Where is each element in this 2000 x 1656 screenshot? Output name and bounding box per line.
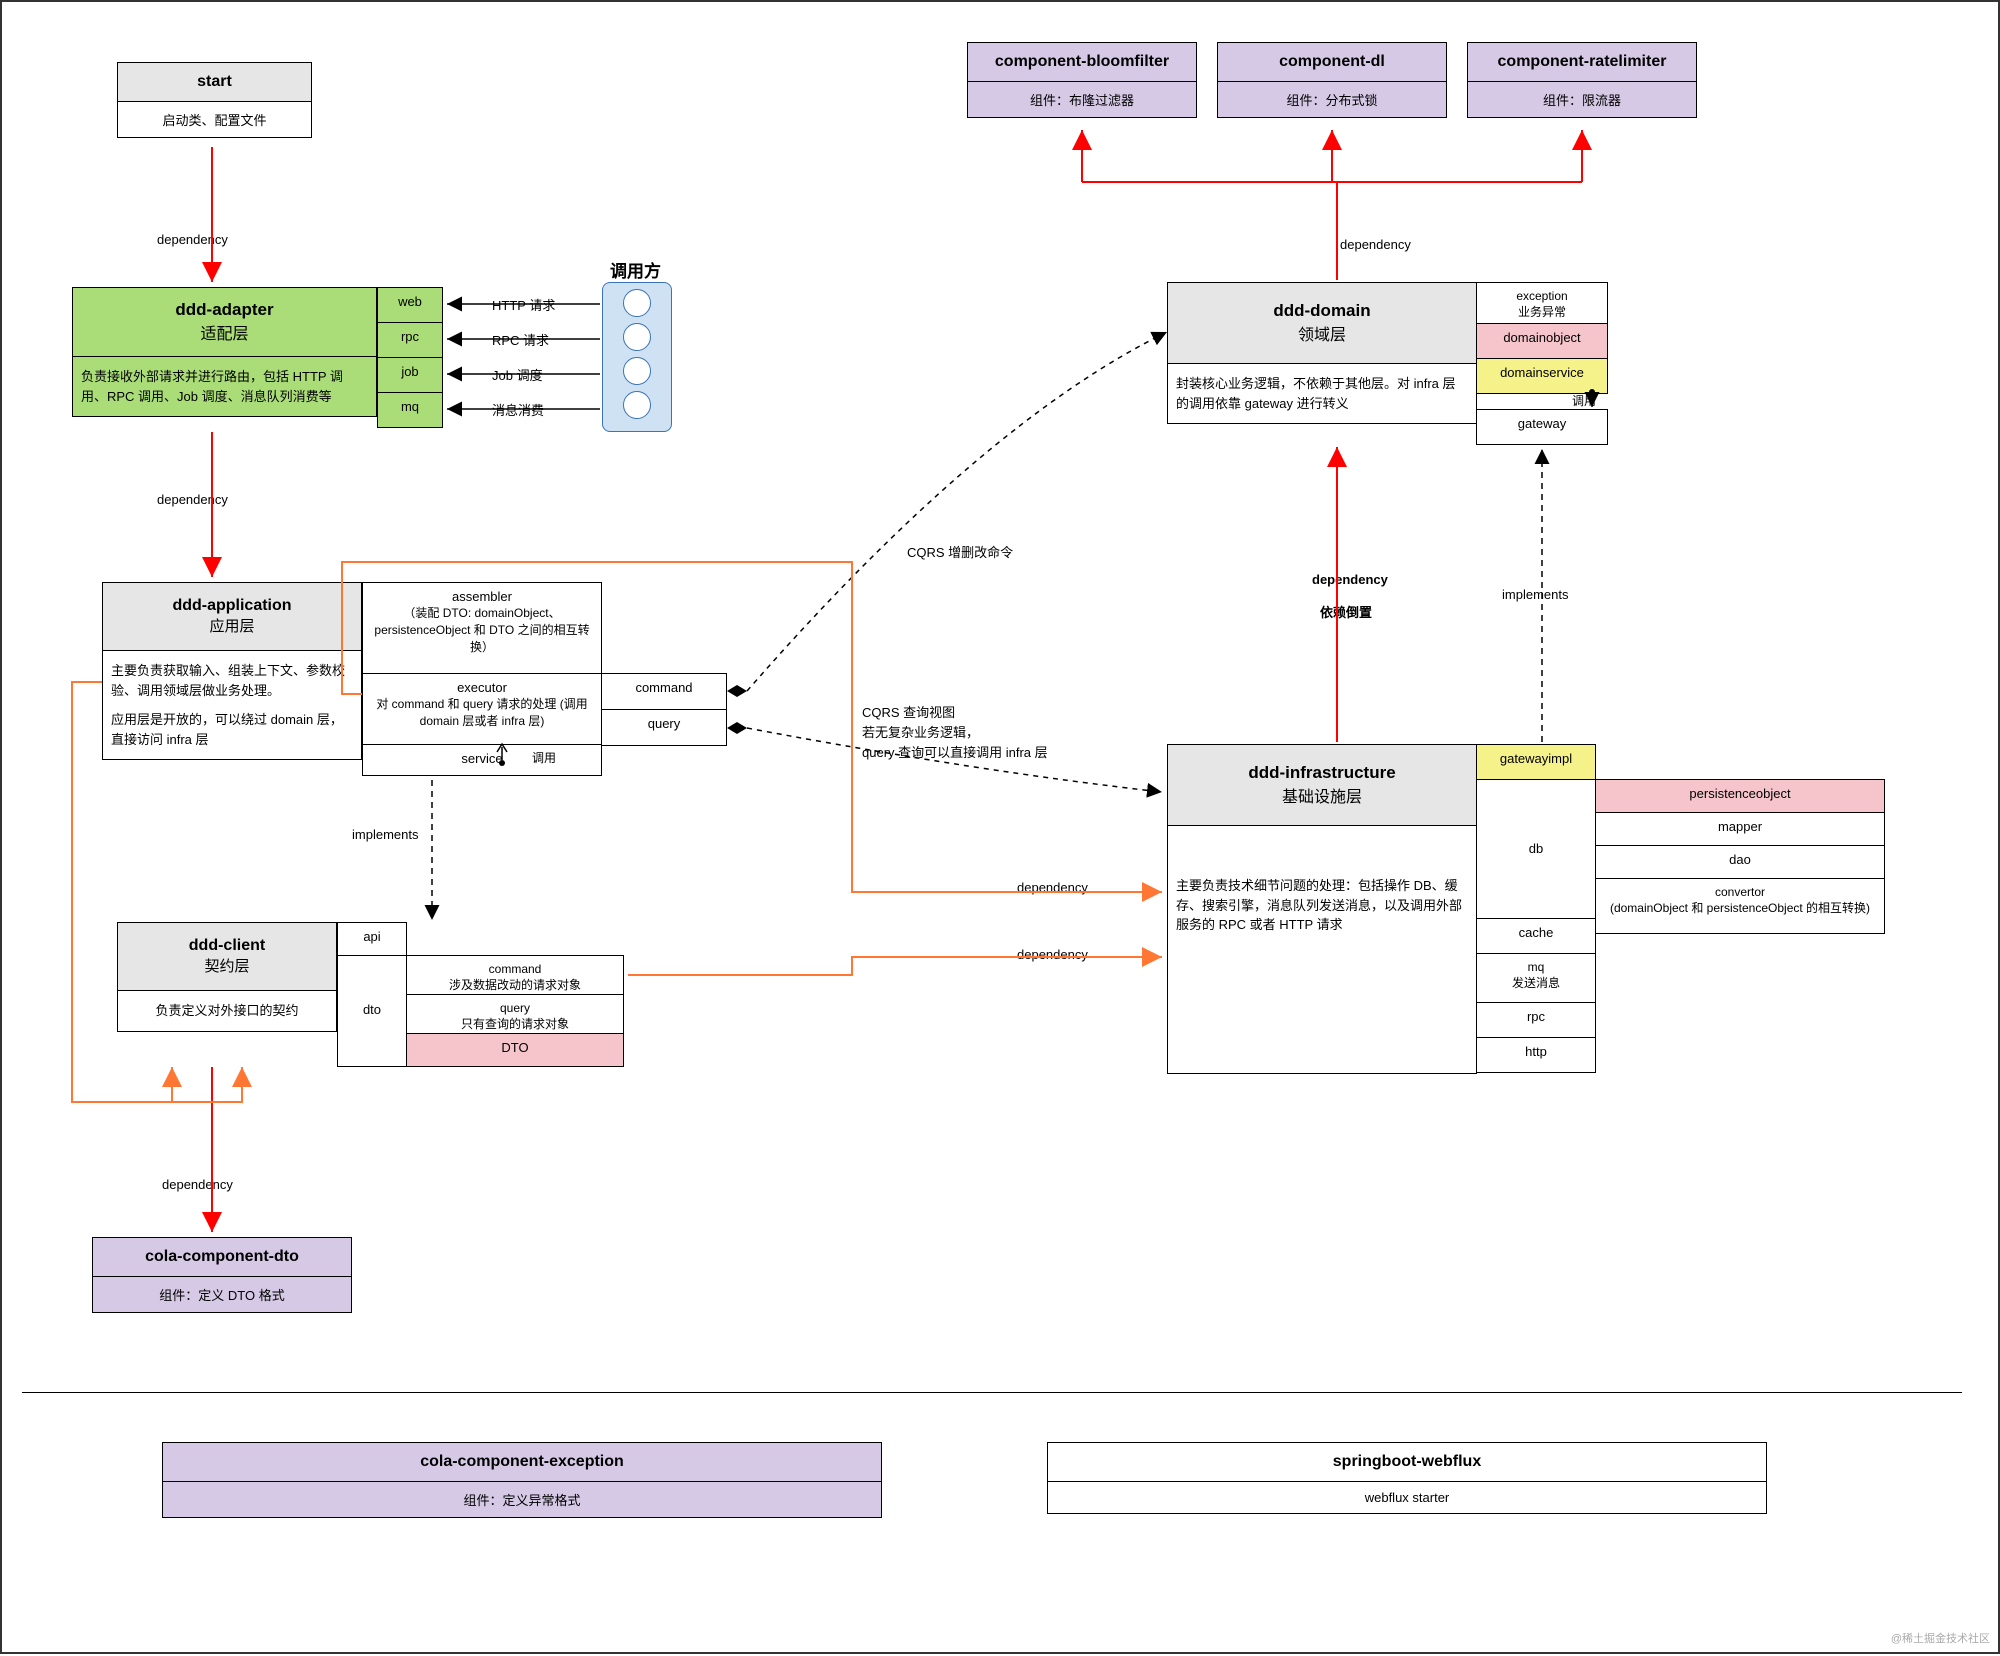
lbl-impl-1: implements [352, 827, 418, 842]
cola-dto-desc: 组件：定义 DTO 格式 [93, 1277, 351, 1312]
lbl-dep-1: dependency [157, 232, 228, 247]
application-command: command [601, 673, 727, 710]
infra-dao: dao [1595, 845, 1885, 879]
caller-box [602, 282, 672, 432]
adapter-mq-req: 消息消费 [492, 400, 544, 419]
infra-subtitle: 基础设施层 [1174, 783, 1470, 807]
adapter-title: ddd-adapter [79, 300, 370, 320]
client-desc: 负责定义对外接口的契约 [118, 991, 336, 1031]
domain-desc: 封装核心业务逻辑，不依赖于其他层。对 infra 层的调用依靠 gateway … [1168, 364, 1476, 423]
infra-persistenceobject: persistenceobject [1595, 779, 1885, 813]
domain-domainservice: domainservice [1476, 358, 1608, 394]
lbl-dep-inv-2: 依赖倒置 [1320, 602, 1372, 621]
lbl-cqrs-cmd: CQRS 增删改命令 [907, 542, 1013, 561]
adapter-rpc-req: RPC 请求 [492, 330, 549, 349]
node-component-rate: component-ratelimiter 组件：限流器 [1467, 42, 1697, 118]
node-cola-exception: cola-component-exception 组件：定义异常格式 [162, 1442, 882, 1518]
adapter-mq: mq [377, 392, 443, 428]
caller-dot-icon [623, 289, 651, 317]
lbl-dep-3: dependency [162, 1177, 233, 1192]
node-infra: ddd-infrastructure 基础设施层 主要负责技术细节问题的处理：包… [1167, 744, 1477, 1074]
application-desc2: 应用层是开放的，可以绕过 domain 层，直接访问 infra 层 [103, 710, 361, 759]
infra-cache: cache [1476, 918, 1596, 954]
infra-convertor: convertor(domainObject 和 persistenceObje… [1595, 878, 1885, 934]
node-component-bloom: component-bloomfilter 组件：布隆过滤器 [967, 42, 1197, 118]
adapter-desc: 负责接收外部请求并进行路由，包括 HTTP 调用、RPC 调用、Job 调度、消… [73, 357, 376, 416]
lbl-dep-inv-1: dependency [1312, 572, 1388, 587]
domain-title: ddd-domain [1174, 301, 1470, 321]
domain-domainobject: domainobject [1476, 323, 1608, 359]
adapter-job-req: Job 调度 [492, 365, 543, 384]
infra-rpc: rpc [1476, 1002, 1596, 1038]
cola-dto-title: cola-component-dto [93, 1238, 351, 1277]
caller-dot-icon [623, 391, 651, 419]
client-command: command涉及数据改动的请求对象 [406, 955, 624, 995]
infra-gatewayimpl: gatewayimpl [1476, 744, 1596, 780]
application-executor: executor 对 command 和 query 请求的处理 (调用 dom… [362, 673, 602, 745]
lbl-dep-6: dependency [1340, 237, 1411, 252]
infra-mapper: mapper [1595, 812, 1885, 846]
start-desc: 启动类、配置文件 [118, 102, 311, 137]
infra-db: db [1476, 779, 1596, 919]
infra-title: ddd-infrastructure [1174, 763, 1470, 783]
caller-dot-icon [623, 357, 651, 385]
diagram-canvas: start 启动类、配置文件 ddd-adapter 适配层 负责接收外部请求并… [0, 0, 2000, 1654]
node-client: ddd-client 契约层 负责定义对外接口的契约 [117, 922, 337, 1032]
application-query: query [601, 709, 727, 746]
domain-gateway: gateway [1476, 409, 1608, 445]
lbl-dep-5: dependency [1017, 947, 1088, 962]
client-query: query只有查询的请求对象 [406, 994, 624, 1034]
application-service: service [362, 744, 602, 776]
lbl-impl-2: implements [1502, 587, 1568, 602]
watermark: @稀土掘金技术社区 [1891, 1630, 1990, 1646]
caller-title: 调用方 [610, 257, 661, 282]
domain-call-label: 调用 [1572, 392, 1596, 409]
node-application: ddd-application 应用层 主要负责获取输入、组装上下文、参数校验、… [102, 582, 362, 760]
start-title: start [118, 63, 311, 102]
node-start: start 启动类、配置文件 [117, 62, 312, 138]
caller-dot-icon [623, 323, 651, 351]
node-adapter: ddd-adapter 适配层 负责接收外部请求并进行路由，包括 HTTP 调用… [72, 287, 377, 417]
client-api: api [337, 922, 407, 956]
adapter-rpc: rpc [377, 322, 443, 358]
adapter-subtitle: 适配层 [79, 320, 370, 344]
application-call-label: 调用 [532, 749, 556, 766]
lbl-cqrs-q2: 若无复杂业务逻辑， [862, 722, 979, 741]
domain-subtitle: 领域层 [1174, 321, 1470, 345]
client-title: ddd-client [124, 937, 330, 955]
application-desc1: 主要负责获取输入、组装上下文、参数校验、调用领域层做业务处理。 [103, 651, 361, 710]
lbl-cqrs-q3: query 查询可以直接调用 infra 层 [862, 742, 1048, 761]
lbl-dep-4: dependency [1017, 880, 1088, 895]
adapter-job: job [377, 357, 443, 393]
client-dto: dto [337, 955, 407, 1067]
node-webflux: springboot-webflux webflux starter [1047, 1442, 1767, 1514]
application-subtitle: 应用层 [109, 615, 355, 636]
node-domain: ddd-domain 领域层 封装核心业务逻辑，不依赖于其他层。对 infra … [1167, 282, 1477, 424]
infra-http: http [1476, 1037, 1596, 1073]
infra-mq: mq发送消息 [1476, 953, 1596, 1003]
application-assembler: assembler （装配 DTO: domainObject、persiste… [362, 582, 602, 674]
infra-desc: 主要负责技术细节问题的处理：包括操作 DB、缓存、搜索引擎，消息队列发送消息，以… [1168, 866, 1476, 945]
client-dto-obj: DTO [406, 1033, 624, 1067]
lbl-cqrs-q1: CQRS 查询视图 [862, 702, 955, 721]
adapter-web-req: HTTP 请求 [492, 295, 555, 314]
node-component-dl: component-dl 组件：分布式锁 [1217, 42, 1447, 118]
application-title: ddd-application [109, 597, 355, 615]
client-subtitle: 契约层 [124, 955, 330, 976]
domain-exception: exception业务异常 [1476, 282, 1608, 324]
lbl-dep-2: dependency [157, 492, 228, 507]
bottom-divider [22, 1392, 1962, 1393]
node-cola-dto: cola-component-dto 组件：定义 DTO 格式 [92, 1237, 352, 1313]
adapter-web: web [377, 287, 443, 323]
